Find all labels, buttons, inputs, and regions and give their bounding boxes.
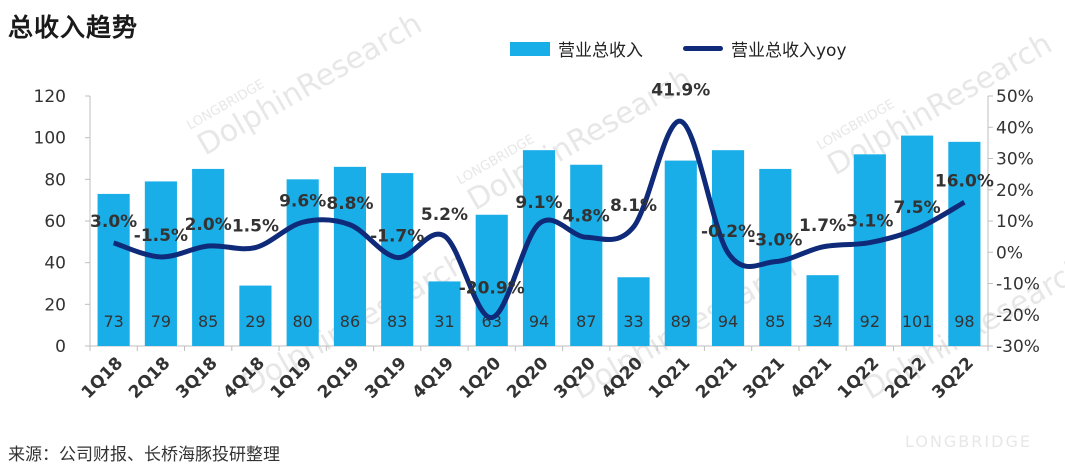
x-tick-label: 1Q20 xyxy=(456,353,506,403)
y-right-tick-label: 50% xyxy=(996,87,1034,107)
bar-value-label: 101 xyxy=(902,312,933,331)
legend-bar-swatch xyxy=(510,41,550,56)
yoy-value-label: -1.7% xyxy=(370,227,424,247)
y-right-tick-label: 20% xyxy=(996,181,1034,201)
bar-value-labels: 73 79 85 29 80 86 83 31 63 94 87 33 89 94 85 34 92 101 98 xyxy=(103,312,974,331)
x-tick-label: 4Q21 xyxy=(787,353,836,402)
y-right-tick-label: -30% xyxy=(996,337,1040,357)
bar-value-label: 85 xyxy=(198,312,218,331)
yoy-value-label: 4.8% xyxy=(563,206,610,226)
y-left-tick-label: 40 xyxy=(44,254,66,274)
yoy-value-label: 7.5% xyxy=(894,198,941,218)
yoy-value-label: 2.0% xyxy=(185,215,232,235)
watermark-main-text: DolphinResearch xyxy=(192,6,428,163)
x-tick-label: 3Q21 xyxy=(739,353,788,402)
legend-label-yoy: 营业总收入yoy xyxy=(731,41,847,61)
legend-line-swatch xyxy=(683,46,723,51)
yoy-value-label: -1.5% xyxy=(134,226,188,246)
bar xyxy=(192,168,225,346)
legend-item-revenue: 营业总收入 xyxy=(510,36,643,61)
y-left-tick-label: 0 xyxy=(55,337,66,357)
x-tick-label: 2Q21 xyxy=(692,353,741,402)
chart-title: 总收入趋势 xyxy=(8,13,139,42)
bar-series xyxy=(97,135,981,346)
x-tick-label: 2Q18 xyxy=(125,353,174,402)
bar xyxy=(617,277,650,346)
yoy-value-labels: 3.0%-1.5%2.0% 1.5%9.6% 8.8% -1.7%5.2% -20.9%… xyxy=(90,80,994,298)
y-left-tick-label: 60 xyxy=(44,212,66,232)
bar xyxy=(239,285,272,346)
x-tick-label: 1Q18 xyxy=(78,353,127,402)
x-tick-label: 4Q19 xyxy=(409,353,458,402)
bar-value-label: 94 xyxy=(529,312,549,331)
watermark-logo-text: LONGBRIDGE xyxy=(905,432,1032,451)
bar-value-label: 73 xyxy=(103,312,123,331)
bar-value-label: 98 xyxy=(954,312,974,331)
y-right-tick-label: 30% xyxy=(996,150,1034,170)
yoy-value-label: 5.2% xyxy=(421,205,468,225)
y-right-tick-label: -10% xyxy=(996,275,1040,295)
yoy-value-label: -20.9% xyxy=(459,279,525,299)
yoy-value-label: 41.9% xyxy=(651,80,710,100)
yoy-value-label: 9.6% xyxy=(279,191,326,211)
y-left-tick-label: 120 xyxy=(34,87,66,107)
bar-value-label: 94 xyxy=(718,312,738,331)
yoy-value-label: 8.1% xyxy=(610,196,657,216)
bar xyxy=(806,275,839,346)
yoy-value-label: -3.0% xyxy=(748,231,802,251)
bar xyxy=(286,179,319,346)
y-left-tick-label: 20 xyxy=(44,295,66,315)
bar-value-label: 85 xyxy=(765,312,785,331)
legend-item-yoy: 营业总收入yoy xyxy=(683,36,847,61)
bar-value-label: 79 xyxy=(151,312,171,331)
legend: 营业总收入 营业总收入yoy xyxy=(510,36,887,61)
bar-value-label: 83 xyxy=(387,312,407,331)
yoy-value-label: 3.0% xyxy=(90,212,137,232)
source-note: 来源：公司财报、长桥海豚投研整理 xyxy=(8,445,280,465)
bar xyxy=(522,150,556,346)
bar xyxy=(664,160,697,346)
yoy-line xyxy=(112,118,966,321)
yoy-value-label: 8.8% xyxy=(326,194,373,214)
bar-value-label: 89 xyxy=(671,312,691,331)
y-right-tick-label: 10% xyxy=(996,212,1034,232)
bar xyxy=(901,135,934,346)
legend-label-revenue: 营业总收入 xyxy=(558,41,643,61)
yoy-value-label: -0.2% xyxy=(701,222,755,242)
bar-value-label: 29 xyxy=(245,312,265,331)
bar xyxy=(97,193,130,346)
bar xyxy=(853,154,886,346)
yoy-value-label: 1.7% xyxy=(799,216,846,236)
y-right-tick-label: 40% xyxy=(996,118,1034,138)
bar-value-label: 31 xyxy=(434,312,454,331)
yoy-value-label: 3.1% xyxy=(846,212,893,232)
yoy-value-label: 1.5% xyxy=(232,217,279,237)
y-right-tick-label: 0% xyxy=(996,243,1023,263)
bar-value-label: 87 xyxy=(576,312,596,331)
y-left-tick-label: 80 xyxy=(44,170,66,190)
yoy-value-label: 9.1% xyxy=(515,193,562,213)
bar-value-label: 86 xyxy=(340,312,360,331)
bar xyxy=(144,181,177,346)
x-tick-label: 3Q19 xyxy=(361,353,410,402)
x-tick-label: 2Q20 xyxy=(503,353,553,403)
y-right-tick-label: -20% xyxy=(996,306,1040,326)
yoy-line-series xyxy=(112,118,966,321)
axes: 0 20 40 60 80 100 120 -30% -20% -10% 0% 10% 20% 30% 40… xyxy=(34,87,1040,357)
x-tick-label: 3Q18 xyxy=(172,353,221,402)
bar-value-label: 34 xyxy=(812,312,832,331)
bar xyxy=(570,164,603,346)
bar xyxy=(333,166,367,346)
bar-value-label: 33 xyxy=(623,312,643,331)
bar-value-label: 92 xyxy=(860,312,880,331)
bar-value-label: 80 xyxy=(293,312,313,331)
y-left-tick-label: 100 xyxy=(34,129,66,149)
bar xyxy=(475,214,508,346)
bar xyxy=(948,141,981,346)
x-axis-tick-labels: 1Q182Q183Q184Q181Q192Q193Q194Q191Q202Q20… xyxy=(78,353,978,403)
bar xyxy=(428,281,461,346)
yoy-value-label: 16.0% xyxy=(935,171,994,191)
